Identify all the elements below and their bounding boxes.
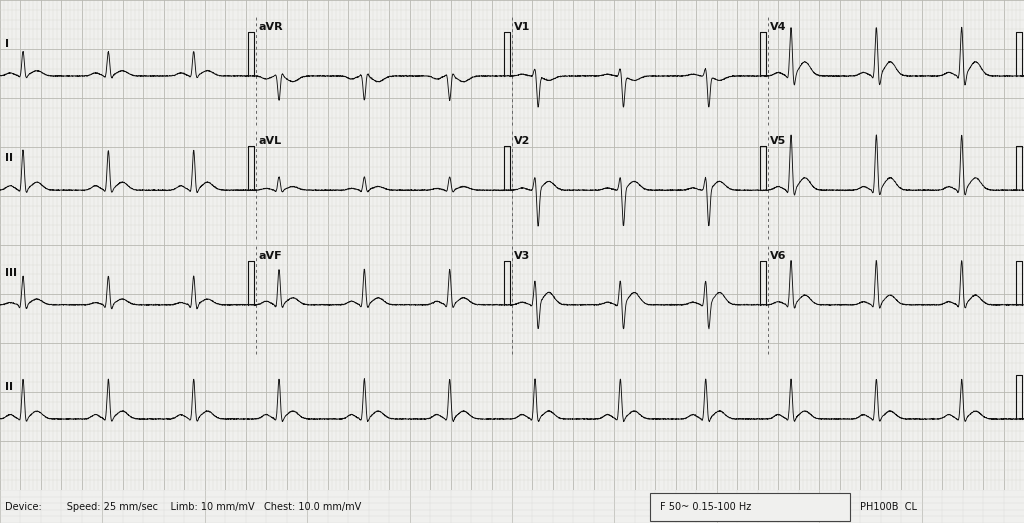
Text: PH100B  CL: PH100B CL [860,502,918,511]
Text: II: II [5,153,13,163]
Text: aVL: aVL [258,136,282,146]
Text: aVF: aVF [258,251,282,260]
Text: V2: V2 [514,136,530,146]
Text: V6: V6 [770,251,786,260]
Text: V3: V3 [514,251,530,260]
Text: Device:        Speed: 25 mm/sec    Limb: 10 mm/mV   Chest: 10.0 mm/mV: Device: Speed: 25 mm/sec Limb: 10 mm/mV … [5,502,361,511]
Text: V4: V4 [770,22,786,32]
Text: V5: V5 [770,136,786,146]
Text: F 50~ 0.15-100 Hz: F 50~ 0.15-100 Hz [660,502,752,511]
Text: V1: V1 [514,22,530,32]
Text: aVR: aVR [258,22,283,32]
Text: III: III [5,268,17,278]
Text: I: I [5,39,9,49]
Text: II: II [5,382,13,392]
FancyBboxPatch shape [650,493,850,520]
